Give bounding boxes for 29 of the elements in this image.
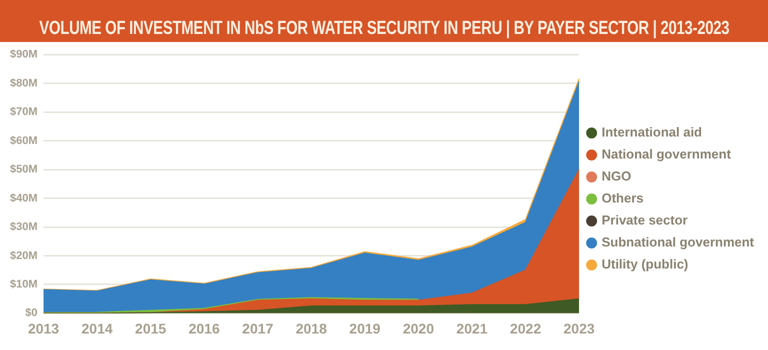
legend-label: Utility (public) — [602, 256, 688, 272]
x-tick-label: 2014 — [81, 320, 113, 336]
legend-label: NGO — [602, 168, 632, 184]
legend-label: Others — [602, 190, 644, 206]
y-tick-label: $0 — [25, 307, 38, 320]
y-tick-label: $30M — [10, 221, 38, 234]
legend-label: International aid — [602, 124, 702, 140]
chart-title: VOLUME OF INVESTMENT IN NbS FOR WATER SECURITY IN PERU | BY PAYER SECTOR | 2013-2023 — [39, 18, 729, 40]
x-tick-label: 2017 — [242, 320, 274, 336]
x-tick-label: 2022 — [510, 320, 542, 336]
legend-label: National government — [602, 146, 732, 162]
x-tick-label: 2016 — [188, 320, 220, 336]
y-tick-label: $20M — [10, 250, 38, 262]
x-tick-label: 2023 — [564, 320, 595, 336]
y-tick-label: $50M — [10, 164, 38, 176]
x-tick-label: 2015 — [135, 320, 166, 336]
x-tick-label: 2019 — [349, 320, 381, 336]
y-tick-label: $60M — [10, 134, 38, 147]
legend-label: Private sector — [602, 212, 688, 228]
x-tick-label: 2020 — [402, 320, 434, 336]
y-tick-label: $40M — [10, 192, 38, 204]
y-tick-label: $90M — [10, 48, 38, 61]
x-tick-label: 2018 — [296, 320, 328, 336]
x-tick-label: 2021 — [456, 320, 488, 336]
legend-label: Subnational government — [602, 234, 755, 250]
y-tick-label: $80M — [10, 77, 38, 90]
x-tick-label: 2013 — [28, 320, 60, 336]
y-tick-label: $70M — [10, 106, 38, 118]
y-tick-label: $10M — [10, 278, 38, 290]
